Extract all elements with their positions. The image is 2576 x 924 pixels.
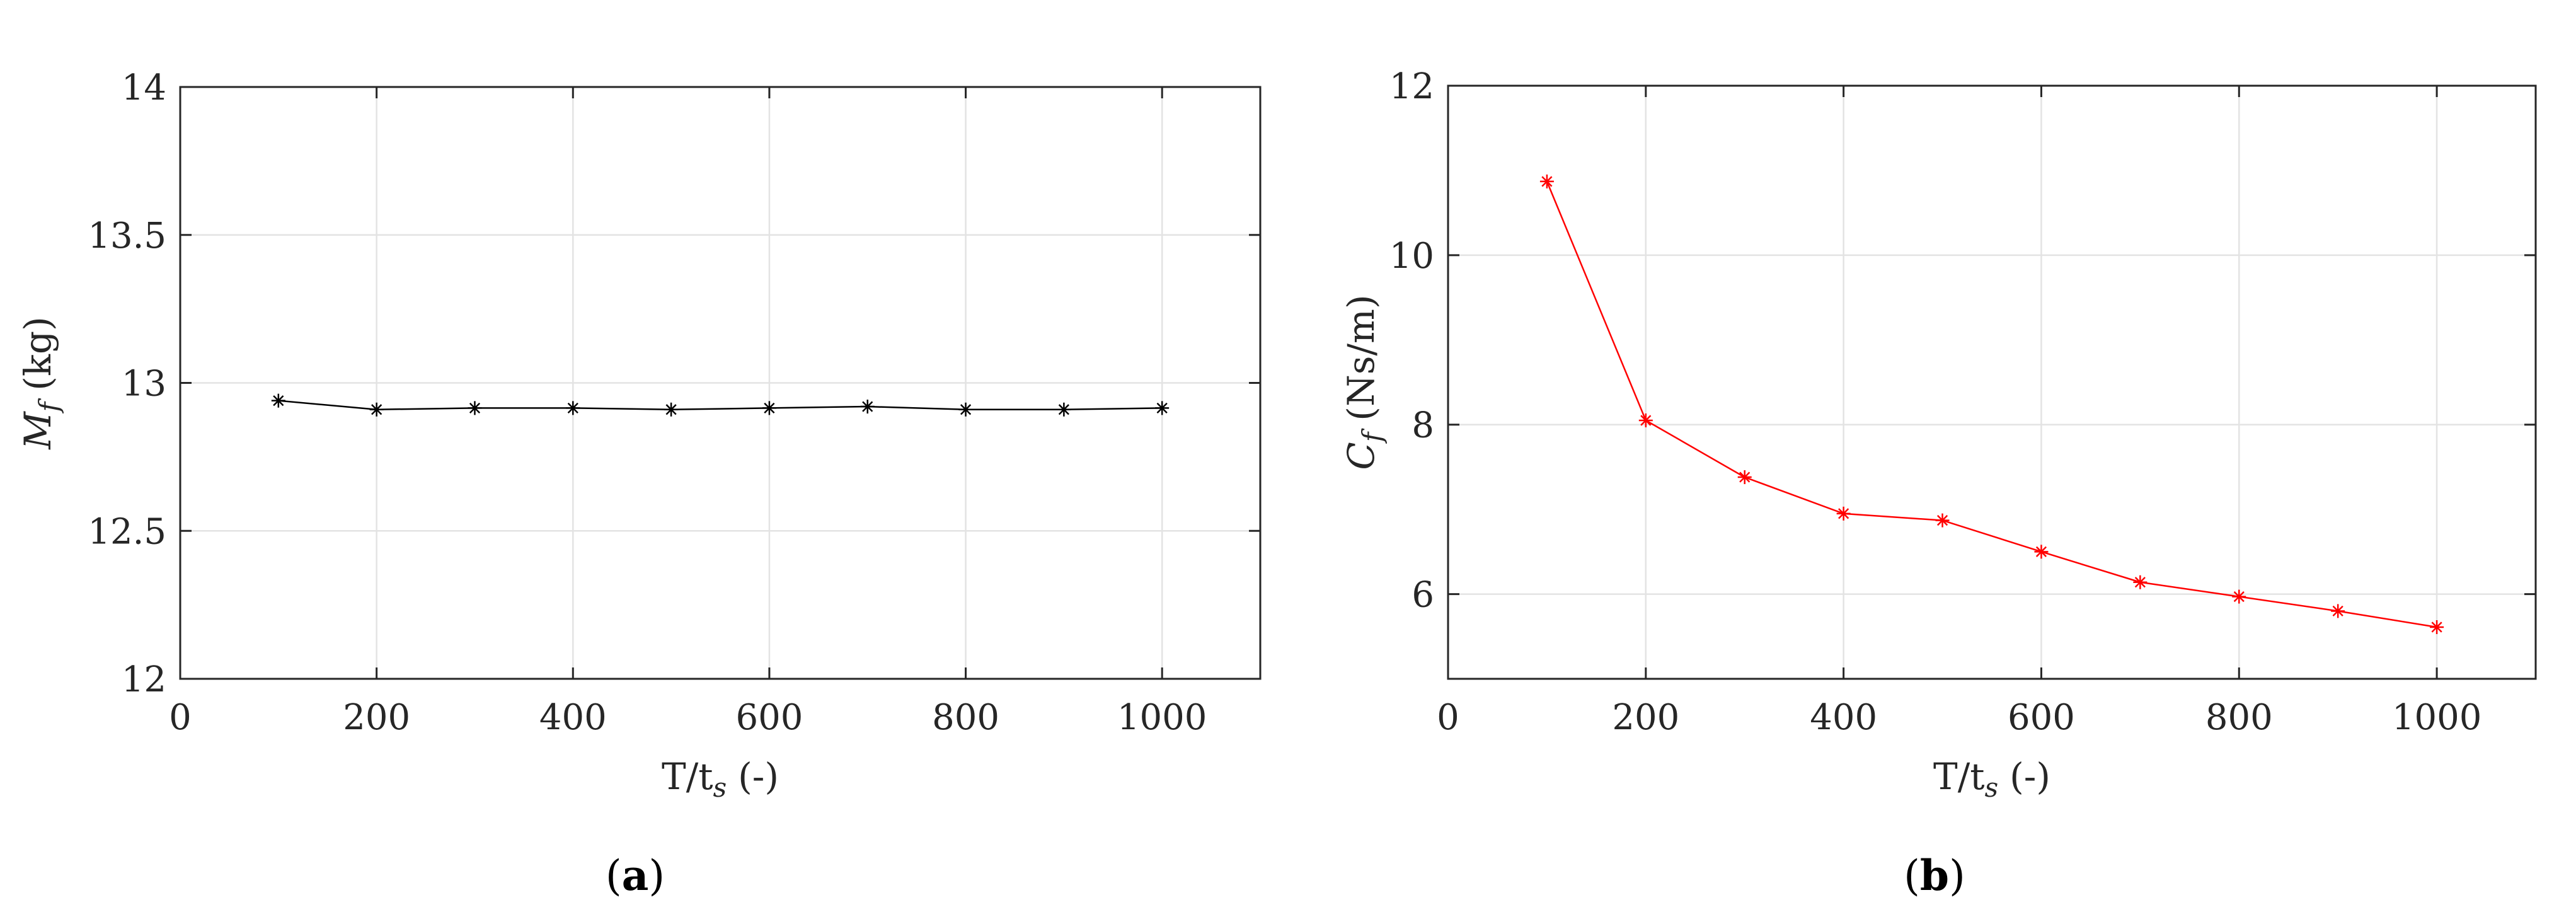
y-axis-label-main-a: M [16,411,59,450]
y-tick-label: 12 [1389,66,1434,107]
y-axis-label-sub-b: f [1357,428,1388,444]
y-axis-label-sub-a: f [33,398,64,413]
y-tick-label: 12 [122,659,166,700]
data-point-b-8 [2331,604,2345,618]
y-tick-label: 8 [1412,405,1434,446]
data-point-b-4 [1935,513,1950,528]
y-tick-label: 14 [122,67,166,108]
x-tick-label: 400 [1810,697,1877,738]
y-axis-label-b: Cf (Ns/m) [1340,294,1388,470]
chart-panel-a: 0 200 400 600 800 1000 12 12.5 13 13.5 14 T/ts (-)… [16,67,1262,803]
x-tick-label: 200 [1612,697,1679,738]
x-axis-label-sub-a: s [713,772,727,803]
series-line-a [278,400,1163,411]
x-tick-labels-b: 0 200 400 600 800 1000 [1437,697,2481,738]
data-point-a-3 [566,401,580,415]
series-a [271,393,1170,417]
data-point-a-0 [271,393,285,408]
y-axis-label-suffix-a: (kg) [16,316,59,391]
data-point-a-7 [958,402,973,417]
x-tick-labels-a: 0 200 400 600 800 1000 [169,697,1207,738]
x-axis-label-a: T/ts (-) [662,755,779,803]
grid-lines-b [1448,86,2536,679]
data-point-b-7 [2232,589,2246,604]
x-axis-label-main-b: T/t [1933,755,1985,798]
panel-label-b: (b) [1904,851,1965,900]
data-point-b-5 [2034,545,2049,559]
data-point-b-9 [2430,620,2444,634]
x-tick-label: 800 [2205,697,2273,738]
x-tick-label: 600 [735,697,803,738]
y-tick-label: 13 [122,364,166,405]
x-tick-label: 800 [932,697,999,738]
y-tick-label: 13.5 [88,216,166,257]
data-point-a-5 [762,401,776,415]
x-tick-label: 1000 [2392,697,2482,738]
data-point-a-8 [1057,402,1071,417]
x-tick-label: 0 [1437,697,1459,738]
data-point-a-9 [1155,401,1170,415]
x-axis-label-sub-b: s [1985,772,1999,803]
data-point-a-2 [468,401,482,415]
tick-marks-b [1447,84,2536,679]
y-axis-label-a: Mf (kg) [16,316,64,449]
x-axis-label-main-a: T/t [662,755,713,798]
y-tick-label: 12.5 [88,511,166,552]
data-point-a-6 [860,400,875,414]
axes-box-b [1447,84,2537,680]
data-point-b-1 [1638,413,1653,427]
y-axis-label-suffix-b: (Ns/m) [1340,294,1383,420]
x-axis-label-b: T/ts (-) [1933,755,2050,803]
y-tick-labels-a: 12 12.5 13 13.5 14 [88,67,166,700]
y-axis-label-main-b: C [1340,442,1383,470]
x-tick-label: 600 [2008,697,2075,738]
x-tick-label: 1000 [1117,697,1207,738]
grid-lines-a [180,87,1260,679]
y-tick-label: 6 [1412,575,1434,616]
x-axis-label-suffix-b: (-) [2010,755,2050,798]
data-point-b-3 [1836,506,1851,521]
tick-marks-a [179,86,1260,680]
x-axis-label-suffix-a: (-) [738,755,779,798]
data-point-a-1 [369,402,384,417]
x-tick-label: 200 [343,697,410,738]
panel-label-a: (a) [606,851,665,900]
chart-panel-b: 0 200 400 600 800 1000 6 8 10 12 T/ts (-) Cf (Ns/m… [1340,66,2537,803]
x-tick-label: 0 [169,697,192,738]
x-tick-label: 400 [539,697,607,738]
y-tick-labels-b: 6 8 10 12 [1389,66,1434,616]
y-tick-label: 10 [1389,236,1434,277]
data-point-b-0 [1539,174,1554,188]
data-point-b-2 [1737,470,1752,485]
series-b [1539,174,2444,634]
data-point-b-6 [2133,575,2148,589]
series-line-b [1546,181,2437,628]
data-point-a-4 [664,402,679,417]
